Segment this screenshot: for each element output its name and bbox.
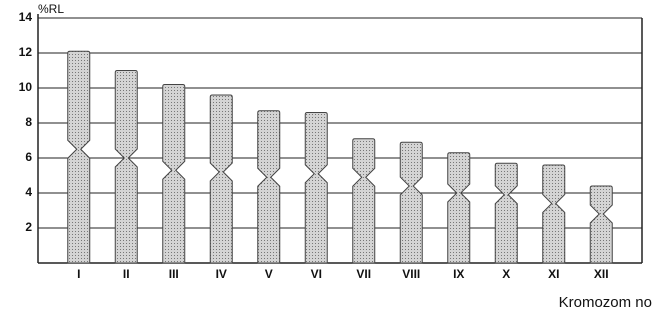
chromosome bbox=[305, 113, 327, 264]
chromosome bbox=[543, 165, 565, 263]
x-tick-label: XI bbox=[548, 267, 559, 281]
chart: %RL Kromozom no 2468101214IIIIIIIVVVIVII… bbox=[0, 0, 658, 322]
chromosome bbox=[590, 186, 612, 263]
y-tick-label: 10 bbox=[19, 80, 33, 94]
chromosome bbox=[400, 142, 422, 263]
x-axis-label: Kromozom no bbox=[559, 294, 652, 311]
x-tick-label: X bbox=[502, 267, 510, 281]
x-tick-label: IV bbox=[216, 267, 227, 281]
chromosome bbox=[495, 163, 517, 263]
chromosome bbox=[210, 95, 232, 263]
y-tick-label: 8 bbox=[25, 115, 32, 129]
y-tick-label: 12 bbox=[19, 45, 33, 59]
y-tick-label: 4 bbox=[25, 185, 32, 199]
x-tick-label: IX bbox=[453, 267, 464, 281]
x-tick-label: V bbox=[265, 267, 273, 281]
x-tick-label: VII bbox=[356, 267, 371, 281]
chromosome bbox=[448, 153, 470, 263]
y-tick-label: 6 bbox=[25, 150, 32, 164]
x-tick-label: XII bbox=[594, 267, 609, 281]
chromosome bbox=[68, 51, 90, 263]
y-tick-label: 2 bbox=[25, 220, 32, 234]
y-tick-label: 14 bbox=[19, 10, 33, 24]
x-tick-label: III bbox=[169, 267, 179, 281]
x-tick-label: II bbox=[123, 267, 130, 281]
y-axis-label: %RL bbox=[38, 2, 64, 16]
chromosome bbox=[353, 139, 375, 263]
x-tick-label: I bbox=[77, 267, 80, 281]
x-tick-label: VI bbox=[311, 267, 322, 281]
chromosome bbox=[163, 85, 185, 264]
x-tick-label: VIII bbox=[402, 267, 420, 281]
chromosome bbox=[115, 71, 137, 264]
chromosome bbox=[258, 111, 280, 263]
